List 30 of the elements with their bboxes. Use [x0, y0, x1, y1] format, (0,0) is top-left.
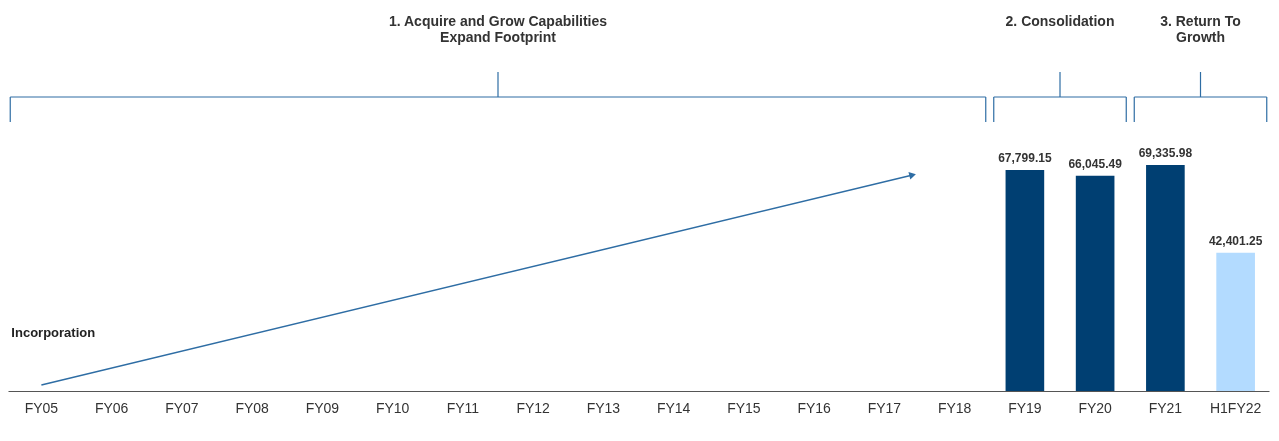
data-label: 42,401.25 — [1208, 233, 1263, 248]
data-label: 66,045.49 — [1068, 156, 1123, 171]
data-label: 67,799.15 — [998, 151, 1052, 166]
x-tick-label: FY09 — [305, 399, 340, 416]
x-tick-label: H1FY22 — [1209, 399, 1262, 416]
bar — [1005, 170, 1045, 391]
x-tick-label: FY19 — [1008, 399, 1042, 416]
x-tick-label: FY15 — [727, 399, 761, 416]
x-tick-label: FY12 — [516, 399, 551, 416]
x-tick-label: FY11 — [446, 399, 480, 416]
x-tick-label: FY05 — [24, 399, 59, 416]
data-label: 69,335.98 — [1138, 146, 1193, 160]
x-tick-label: FY08 — [235, 399, 270, 416]
x-tick-label: FY14 — [656, 399, 691, 416]
x-tick-label: FY20 — [1078, 399, 1113, 416]
x-tick-label: FY07 — [165, 399, 199, 416]
x-tick-label: FY16 — [797, 399, 832, 416]
text: 1. Acquire and Grow Capabilities Expand Footprint — [388, 13, 608, 45]
x-tick-label: FY18 — [937, 399, 972, 416]
x-tick-label: FY10 — [375, 399, 410, 416]
text: 3. Return To Growth — [1160, 13, 1241, 45]
bar — [1146, 165, 1185, 391]
bar — [1075, 175, 1115, 391]
x-tick-label: FY21 — [1148, 399, 1183, 416]
x-tick-label: FY06 — [94, 399, 129, 416]
x-tick-label: FY13 — [586, 399, 621, 416]
x-tick-label: FY17 — [867, 399, 902, 416]
annotation: Incorporation — [11, 325, 96, 340]
text: 2. Consolidation — [1005, 13, 1115, 29]
bar — [1216, 252, 1255, 391]
